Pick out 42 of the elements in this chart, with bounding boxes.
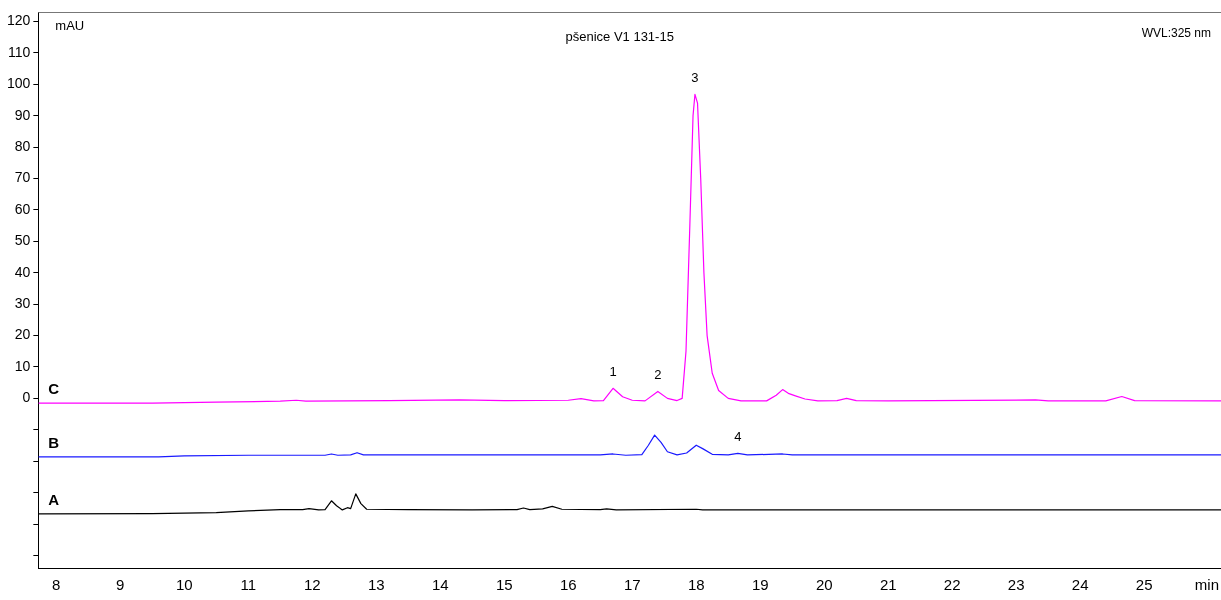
x-tick-label: 22 [943, 576, 961, 594]
x-tick-label: 15 [495, 576, 513, 594]
annotation: 3 [691, 69, 699, 85]
series-label: B [48, 433, 60, 451]
x-tick-label: 17 [623, 576, 641, 594]
x-tick-label: 12 [303, 576, 321, 594]
annotation: 1 [609, 363, 617, 379]
y-tick-label: 10 [14, 357, 31, 374]
y-tick-label: 90 [14, 106, 31, 123]
x-tick-label: 9 [116, 576, 125, 594]
x-tick-label: 20 [815, 576, 833, 594]
x-tick-label: 21 [879, 576, 897, 594]
y-tick-label: 110 [8, 43, 31, 60]
x-tick-label: 11 [240, 576, 257, 594]
x-tick-label: 24 [1071, 576, 1089, 594]
annotation: 2 [654, 367, 662, 383]
series-label: A [48, 491, 60, 509]
x-tick-label: 16 [559, 576, 577, 594]
series-label: C [48, 380, 60, 398]
y-tick-label: 100 [7, 75, 31, 92]
y-tick-label: 20 [14, 326, 31, 343]
x-tick-label: 10 [175, 576, 193, 594]
annotation: WVL:325 nm [1141, 26, 1211, 41]
x-tick-label: 19 [751, 576, 769, 594]
annotation: 4 [734, 428, 742, 444]
y-tick-label: 80 [14, 137, 31, 154]
y-axis-title: mAU [55, 17, 85, 33]
x-tick-label: 14 [431, 576, 449, 594]
x-tick-label: 18 [687, 576, 705, 594]
x-tick-label: 13 [367, 576, 385, 594]
x-axis-title: min [1194, 576, 1219, 594]
y-tick-label: 70 [14, 169, 31, 186]
y-tick-label: 120 [7, 12, 31, 29]
x-tick-label: 8 [52, 576, 61, 594]
y-tick-label: 60 [14, 200, 31, 217]
x-tick-label: 23 [1007, 576, 1025, 594]
y-tick-label: 0 [22, 389, 31, 406]
y-tick-label: 50 [14, 232, 31, 249]
y-tick-label: 30 [14, 294, 31, 311]
x-tick-label: 25 [1135, 576, 1153, 594]
text: pšenice V1 131-15 [565, 28, 674, 44]
y-tick-label: 40 [14, 263, 31, 280]
